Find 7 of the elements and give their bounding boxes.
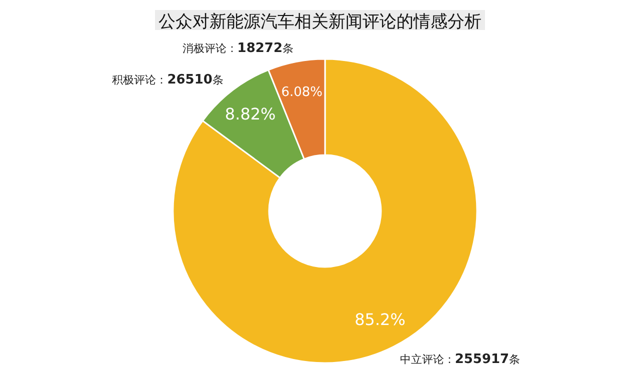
data-label: 6.08%	[281, 85, 323, 100]
slice-label: 消极评论：18272条	[182, 41, 294, 56]
slice-label: 积极评论：26510条	[112, 72, 224, 88]
chart-title: 公众对新能源汽车相关新闻评论的情感分析	[158, 12, 482, 32]
data-label: 85.2%	[354, 310, 406, 329]
data-label: 8.82%	[224, 104, 276, 124]
slice-label: 中立评论：255917条	[400, 352, 520, 368]
